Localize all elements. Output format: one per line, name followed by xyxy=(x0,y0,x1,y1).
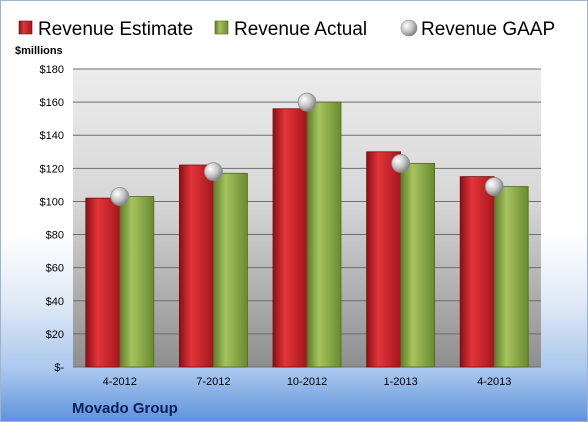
gaap-markers xyxy=(110,92,504,206)
bar-revenue-estimate xyxy=(85,197,121,368)
marker-revenue-gaap xyxy=(391,153,411,173)
legend-swatch xyxy=(214,20,229,35)
marker-revenue-gaap xyxy=(203,162,223,182)
y-axis: $- $20 $40 $60 $80 $100 $120 $140 $160 $180 xyxy=(40,64,65,374)
y-tick-label: $20 xyxy=(46,329,64,341)
company-name: Movado Group xyxy=(72,400,178,417)
bar-revenue-estimate xyxy=(366,151,402,368)
legend-label: Revenue Estimate xyxy=(38,19,193,40)
y-tick-label: $120 xyxy=(40,163,64,175)
bar-revenue-actual xyxy=(119,196,155,368)
bar-revenue-actual xyxy=(212,172,248,368)
legend-swatch xyxy=(400,19,418,37)
x-tick-label: 4-2012 xyxy=(103,376,137,388)
y-tick-label: $140 xyxy=(40,130,64,142)
bar-revenue-actual xyxy=(400,162,436,368)
y-tick-label: $40 xyxy=(46,296,64,308)
legend-label: Revenue GAAP xyxy=(421,19,555,40)
bar-revenue-actual xyxy=(306,101,342,368)
legend: Revenue Estimate Revenue Actual Revenue GA… xyxy=(18,19,555,40)
x-tick-label: 4-2013 xyxy=(477,376,511,388)
x-tick-label: 1-2013 xyxy=(383,376,417,388)
y-tick-label: $80 xyxy=(46,230,64,242)
y-tick-label: $160 xyxy=(40,97,64,109)
y-tick-label: $180 xyxy=(40,64,64,76)
x-tick-label: 10-2012 xyxy=(287,376,327,388)
x-tick-label: 7-2012 xyxy=(196,376,230,388)
legend-swatch xyxy=(18,20,33,35)
marker-revenue-gaap xyxy=(484,177,504,196)
bar-revenue-actual xyxy=(493,186,529,368)
x-axis: 4-2012 7-2012 10-2012 1-2013 4-2013 xyxy=(103,376,512,388)
bar-revenue-estimate xyxy=(459,176,495,368)
bars xyxy=(85,101,529,368)
bar-revenue-estimate xyxy=(178,164,214,368)
y-tick-label: $100 xyxy=(40,196,64,208)
marker-revenue-gaap xyxy=(297,92,317,112)
y-tick-label: $- xyxy=(54,362,64,374)
y-tick-label: $60 xyxy=(46,263,64,275)
legend-label: Revenue Actual xyxy=(234,19,367,40)
marker-revenue-gaap xyxy=(110,187,130,206)
y-unit-label: $millions xyxy=(15,45,63,57)
bar-revenue-estimate xyxy=(272,108,308,368)
